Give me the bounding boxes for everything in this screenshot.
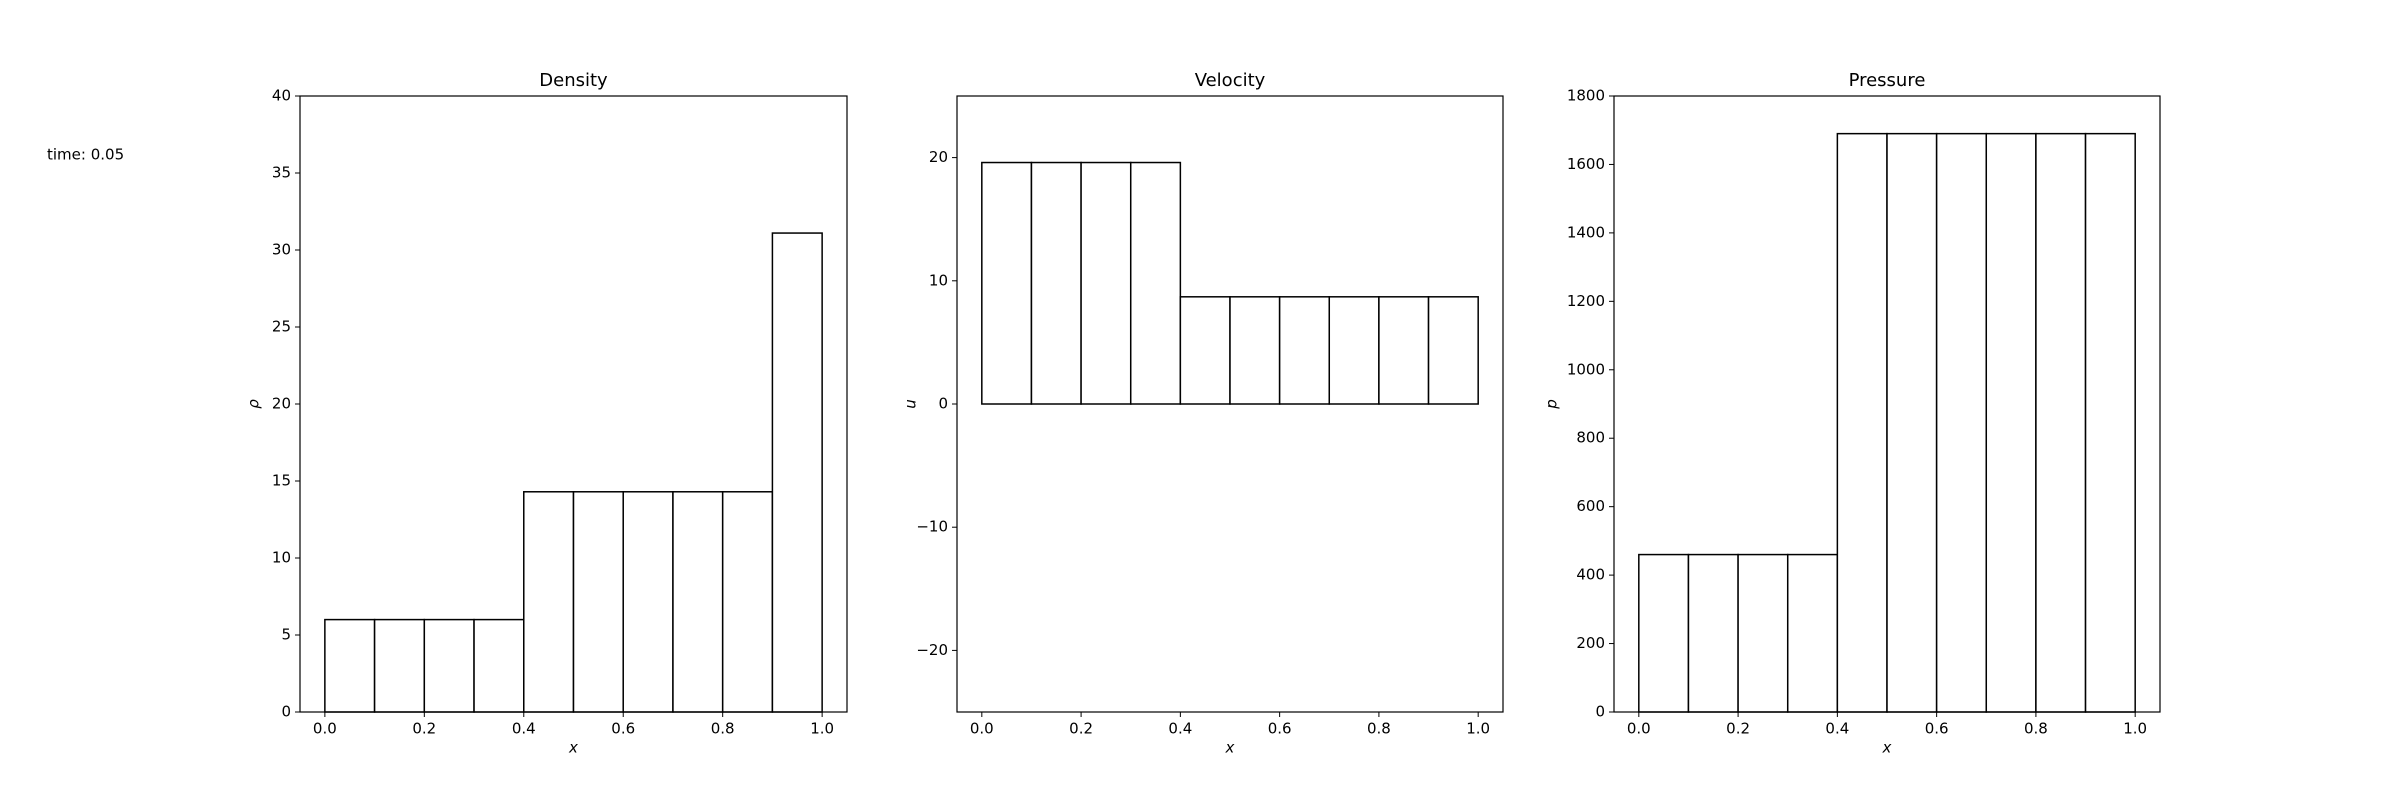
y-axis-label: ρ [245, 399, 263, 409]
axes-frame [1613, 95, 2161, 713]
bar [1378, 296, 1430, 405]
x-tick-label: 0.6 [1925, 720, 1949, 738]
bar [423, 618, 475, 713]
x-tick-label: 1.0 [810, 720, 834, 738]
y-tick-label: −20 [916, 641, 948, 659]
x-tick-label: 0.0 [1627, 720, 1651, 738]
chart-title: Velocity [1195, 70, 1266, 91]
y-tick-label: 1800 [1567, 87, 1605, 105]
y-tick-label: 40 [272, 87, 291, 105]
y-tick-label: 0 [281, 703, 291, 721]
y-tick-label: 35 [272, 164, 291, 182]
y-tick-label: 20 [929, 148, 948, 166]
bar [1836, 132, 1888, 713]
bar [373, 618, 426, 713]
bar [473, 618, 525, 713]
y-tick-label: 0 [938, 395, 948, 413]
bar [1985, 132, 2037, 713]
bar [622, 491, 674, 713]
bar [1737, 553, 1789, 713]
bar [1786, 553, 1839, 713]
x-tick-label: 0.0 [313, 720, 337, 738]
x-tick-label: 0.4 [1825, 720, 1849, 738]
y-tick-label: 1600 [1567, 155, 1605, 173]
x-tick-label: 1.0 [1466, 720, 1490, 738]
y-axis-label: p [1543, 399, 1561, 410]
y-tick-label: −10 [916, 518, 948, 536]
bar [523, 491, 575, 713]
y-tick-label: 1400 [1567, 223, 1605, 241]
bar [1229, 296, 1281, 405]
x-tick-label: 0.2 [1069, 720, 1093, 738]
y-tick-label: 1200 [1567, 292, 1605, 310]
x-tick-label: 0.2 [412, 720, 436, 738]
bar [981, 161, 1033, 405]
bar [721, 491, 774, 713]
bar [1129, 161, 1182, 405]
bar [1278, 296, 1331, 405]
bar [2035, 132, 2087, 713]
y-tick-label: 20 [272, 395, 291, 413]
bar [1080, 161, 1132, 405]
x-tick-label: 0.6 [611, 720, 635, 738]
x-axis-label: x [1225, 739, 1235, 757]
x-tick-label: 0.8 [2024, 720, 2048, 738]
y-tick-label: 10 [272, 549, 291, 567]
bar [1030, 161, 1082, 405]
x-axis-label: x [568, 739, 578, 757]
y-tick-label: 15 [272, 472, 291, 490]
bar [1935, 132, 1988, 713]
bar [1886, 132, 1938, 713]
time-annotation: time: 0.05 [47, 146, 124, 164]
bar [2084, 132, 2136, 713]
x-tick-label: 0.0 [970, 720, 994, 738]
x-tick-label: 0.8 [1367, 720, 1391, 738]
y-tick-label: 30 [272, 241, 291, 259]
chart-title: Pressure [1849, 70, 1926, 91]
x-tick-label: 0.4 [1168, 720, 1192, 738]
y-tick-label: 200 [1576, 634, 1605, 652]
y-tick-label: 800 [1576, 429, 1605, 447]
x-tick-label: 0.2 [1726, 720, 1750, 738]
bar [324, 618, 376, 713]
bar [1638, 553, 1690, 713]
bar [1687, 553, 1739, 713]
y-axis-label: u [902, 399, 920, 409]
bar [672, 491, 724, 713]
bar [572, 491, 624, 713]
y-tick-label: 0 [1595, 703, 1605, 721]
bar [1427, 296, 1479, 405]
y-tick-label: 1000 [1567, 360, 1605, 378]
y-tick-label: 5 [281, 626, 291, 644]
bar [1179, 296, 1231, 405]
y-tick-label: 25 [272, 318, 291, 336]
chart-title: Density [539, 70, 608, 91]
y-tick-label: 400 [1576, 566, 1605, 584]
x-tick-label: 0.8 [711, 720, 735, 738]
bar [771, 232, 823, 713]
x-axis-label: x [1882, 739, 1892, 757]
x-tick-label: 0.6 [1268, 720, 1292, 738]
y-tick-label: 10 [929, 271, 948, 289]
x-tick-label: 0.4 [512, 720, 536, 738]
bar [1328, 296, 1380, 405]
y-tick-label: 600 [1576, 497, 1605, 515]
x-tick-label: 1.0 [2123, 720, 2147, 738]
